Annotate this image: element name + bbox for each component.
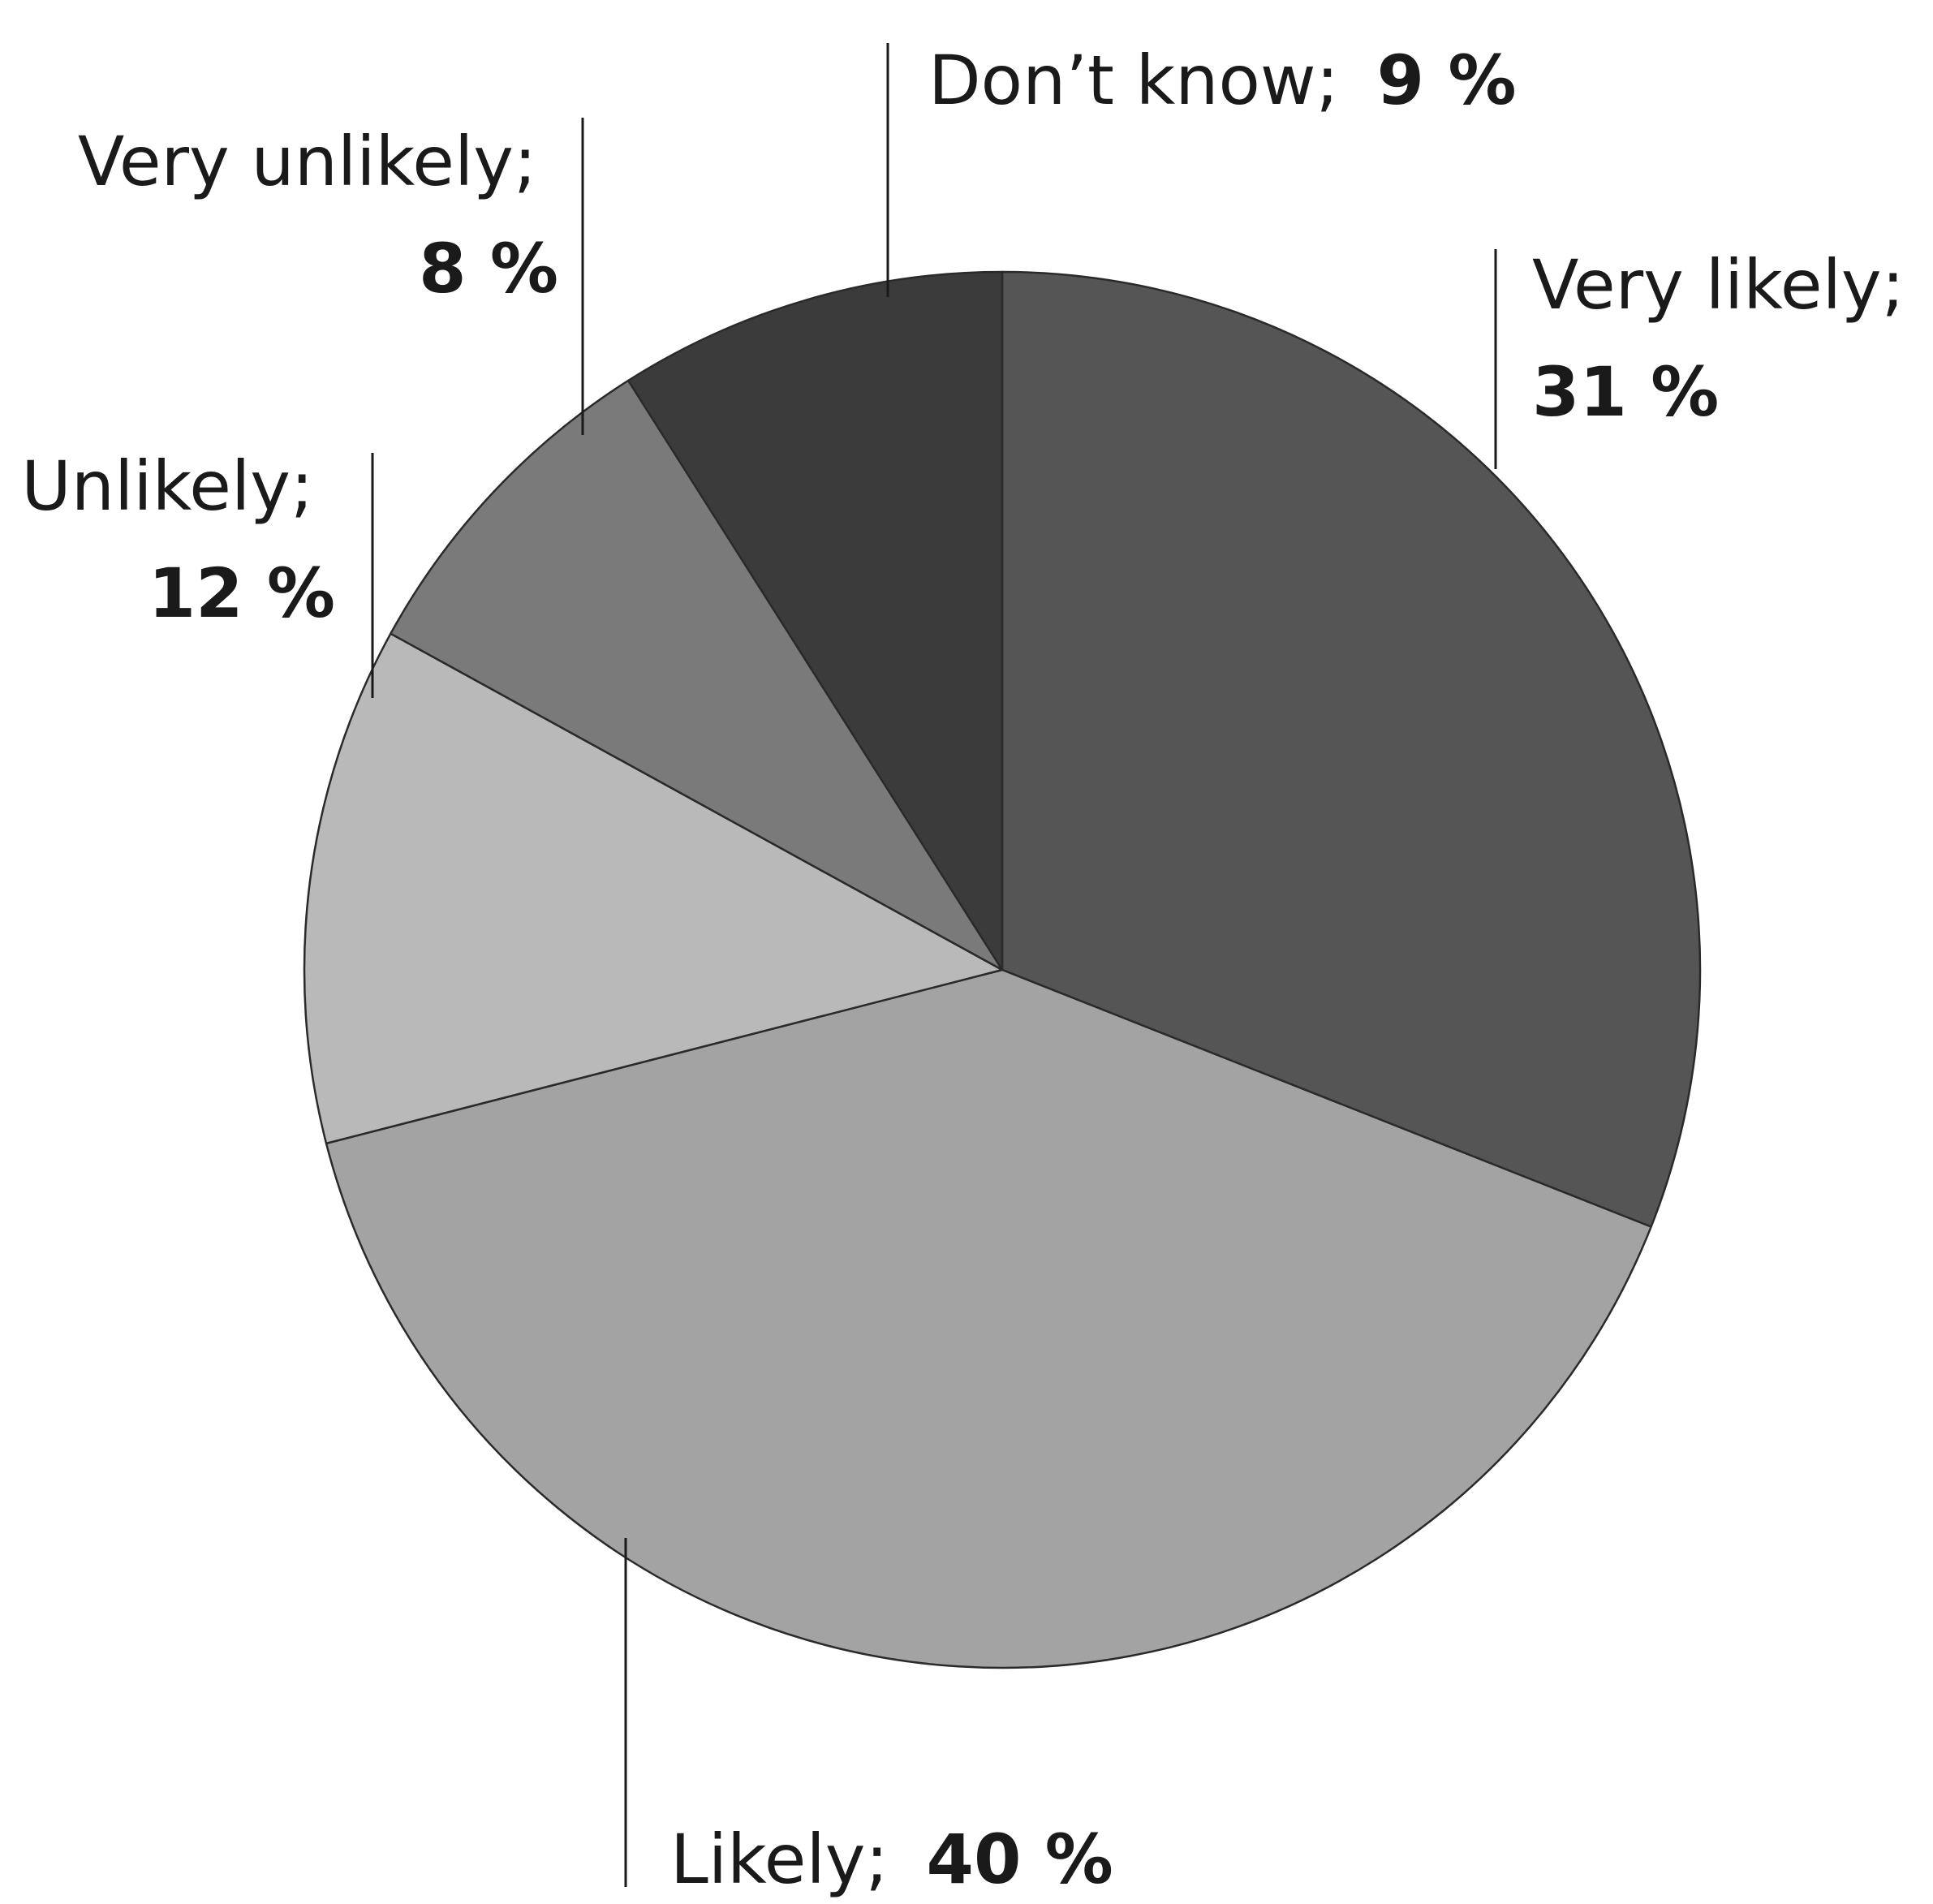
label-likely-category: Likely; (670, 1820, 889, 1899)
slice-unlikely (303, 632, 1004, 1145)
pie-slices (303, 270, 1702, 1669)
label-very-unlikely-value: 8 % (419, 229, 558, 308)
label-very-unlikely: Very unlikely; 8 % (78, 122, 558, 308)
label-dont-know-value: 9 % (1377, 41, 1517, 120)
slice-very-unlikely (390, 379, 1004, 971)
label-likely: Likely; 40 % (670, 1820, 1113, 1899)
slice-likely (325, 968, 1652, 1669)
label-dont-know-category: Don’t know; (928, 41, 1339, 120)
label-unlikely: Unlikely; 12 % (21, 446, 335, 633)
label-unlikely-value: 12 % (149, 554, 335, 633)
label-dont-know: Don’t know; 9 % (928, 41, 1517, 120)
label-very-likely: Very likely; 31 % (1532, 245, 1927, 432)
label-very-unlikely-category: Very unlikely; (78, 122, 536, 201)
label-unlikely-category: Unlikely; (21, 446, 313, 526)
label-very-likely-value: 31 % (1532, 352, 1719, 432)
slice-dont-know (626, 270, 1004, 971)
label-likely-value: 40 % (927, 1820, 1113, 1899)
slice-very-likely (1001, 270, 1702, 1228)
label-very-likely-category: Very likely; (1532, 245, 1905, 325)
